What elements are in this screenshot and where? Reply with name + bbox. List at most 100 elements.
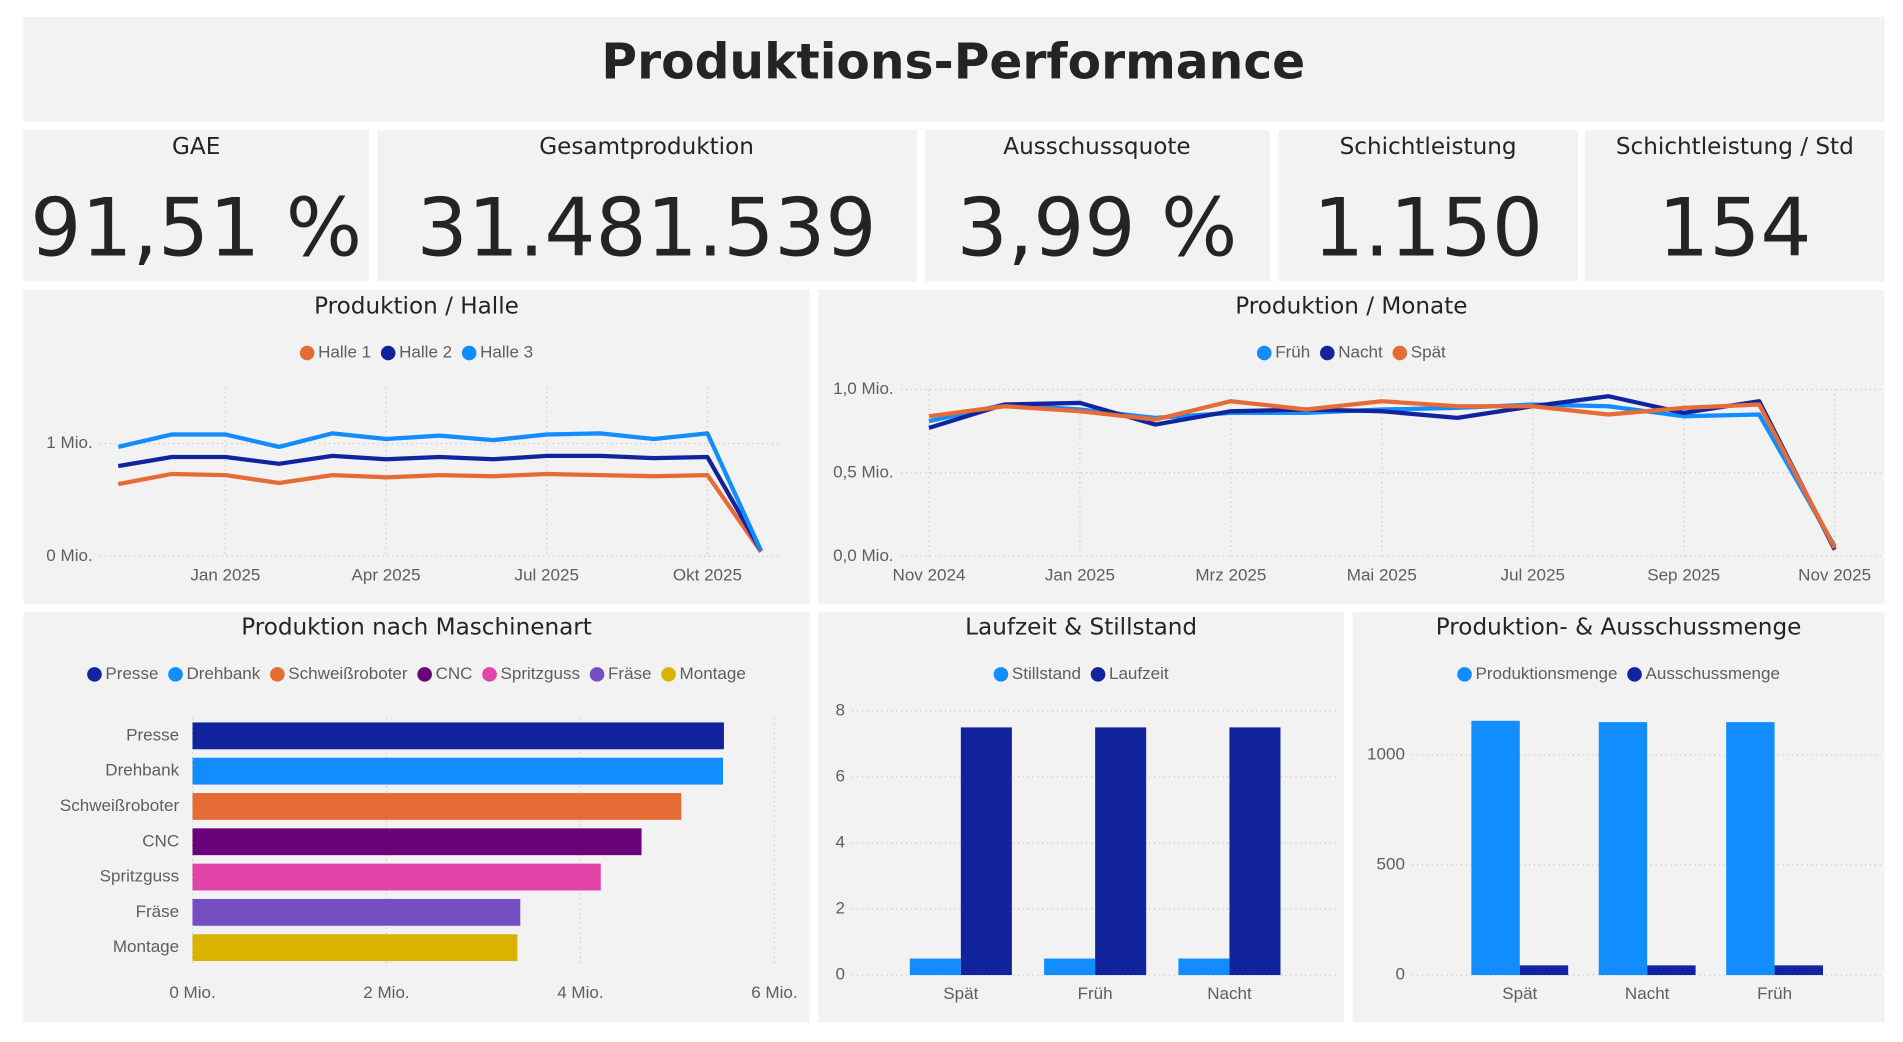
x-tick-label: Jan 2025 <box>1045 565 1115 584</box>
x-tick-label: Jul 2025 <box>515 565 579 584</box>
y-tick-label: 0 <box>1395 965 1404 984</box>
x-tick-label: Mrz 2025 <box>1195 565 1266 584</box>
legend-marker <box>1627 667 1642 682</box>
x-tick-label: Früh <box>1757 984 1792 1003</box>
kpi-label: Schichtleistung <box>1340 134 1517 160</box>
y-tick-label: Schweißroboter <box>60 796 180 815</box>
legend-label: Nacht <box>1338 343 1383 362</box>
chart-title: Produktion / Monate <box>1235 293 1467 319</box>
kpi-label: Gesamtproduktion <box>539 134 754 160</box>
legend: Produktionsmenge Ausschussmenge <box>1457 664 1780 683</box>
line <box>928 399 1837 549</box>
chart-panel: Produktion- & Ausschussmenge 0 500 1000 Spät… <box>1352 612 1885 1023</box>
legend-label: Ausschussmenge <box>1645 664 1779 683</box>
x-tick-label: 2 Mio. <box>363 983 409 1002</box>
legend: Stillstand Laufzeit <box>993 664 1169 683</box>
kpi-card <box>1278 130 1578 282</box>
bar <box>1229 727 1281 976</box>
kpi-value: 154 <box>1658 181 1811 275</box>
chart-title: Produktion- & Ausschussmenge <box>1436 615 1802 641</box>
x-tick-label: Jul 2025 <box>1501 565 1565 584</box>
legend-label: Montage <box>680 664 746 683</box>
page-title: Produktions-Performance <box>601 35 1305 91</box>
legend-marker <box>270 667 285 682</box>
bar <box>1178 958 1230 976</box>
y-tick-label: 6 <box>836 766 845 785</box>
y-tick-label: 0 <box>836 965 845 984</box>
kpi-card <box>925 130 1270 282</box>
legend-marker <box>87 667 102 682</box>
bar <box>192 757 723 785</box>
panel-background <box>818 289 1885 604</box>
bar <box>192 863 601 891</box>
legend-marker <box>299 345 315 361</box>
y-tick-label: CNC <box>142 831 179 850</box>
y-tick-label: 2 <box>836 899 845 918</box>
y-tick-label: 0,5 Mio. <box>833 462 894 481</box>
legend-label: Produktionsmenge <box>1475 664 1617 683</box>
x-tick-label: 4 Mio. <box>557 983 603 1002</box>
line <box>117 431 763 552</box>
kpi-value: 1.150 <box>1313 181 1543 275</box>
y-tick-label: Drehbank <box>105 761 179 780</box>
bar <box>1471 720 1520 976</box>
legend-label: Stillstand <box>1012 664 1081 683</box>
bar <box>1044 958 1096 976</box>
bar <box>192 898 521 926</box>
y-tick-label: 500 <box>1377 854 1405 873</box>
bar <box>192 828 642 856</box>
bar <box>192 793 682 820</box>
kpi-value: 31.481.539 <box>417 181 877 275</box>
legend-label: Presse <box>105 664 158 683</box>
bar <box>1598 722 1648 976</box>
x-tick-label: 6 Mio. <box>751 983 797 1002</box>
x-tick-label: Apr 2025 <box>352 565 421 584</box>
legend-label: Halle 3 <box>480 343 533 362</box>
legend-marker <box>461 345 477 361</box>
kpi-value: 91,51 % <box>30 181 362 275</box>
x-tick-label: Mai 2025 <box>1347 565 1417 584</box>
legend-marker <box>1319 345 1335 361</box>
x-tick-label: 0 Mio. <box>169 983 215 1002</box>
legend: Presse Drehbank Schweißroboter CNC Spritzgus… <box>87 664 746 683</box>
bar <box>192 934 518 962</box>
x-tick-label: Spät <box>1502 984 1537 1003</box>
panel-background <box>23 289 810 604</box>
legend-label: Spritzguss <box>500 664 580 683</box>
line <box>117 453 763 552</box>
legend-label: Halle 2 <box>399 343 452 362</box>
y-tick-label: 0,0 Mio. <box>833 546 894 565</box>
legend-marker <box>589 667 605 682</box>
kpi-row: GAE 91,51 % Gesamtproduktion 31.481.539 … <box>23 130 1885 282</box>
kpi-label: Ausschussquote <box>1003 134 1190 160</box>
y-tick-label: Presse <box>126 725 179 744</box>
x-tick-label: Nov 2024 <box>893 565 966 584</box>
chart-title: Laufzeit & Stillstand <box>965 615 1197 641</box>
chart-panel: Produktion nach Maschinenart 0 Mio. 2 Mio.… <box>23 612 810 1023</box>
legend-label: Laufzeit <box>1109 664 1169 683</box>
x-tick-label: Nacht <box>1625 984 1670 1003</box>
chart-panel: Laufzeit & Stillstand 0 2 4 6 8 Spät Früh Nacht S… <box>818 612 1345 1023</box>
bar <box>1774 965 1824 976</box>
legend-label: Spät <box>1411 343 1446 362</box>
legend-label: Fräse <box>608 664 652 683</box>
legend-label: Halle 1 <box>318 343 371 362</box>
chart-title: Produktion nach Maschinenart <box>241 615 592 641</box>
x-tick-label: Früh <box>1078 984 1113 1003</box>
legend: Früh Nacht Spät <box>1256 343 1446 362</box>
y-tick-label: Fräse <box>136 902 180 921</box>
x-tick-label: Jan 2025 <box>190 565 260 584</box>
bar <box>960 727 1012 976</box>
kpi-label: GAE <box>172 134 220 160</box>
x-tick-label: Okt 2025 <box>673 565 742 584</box>
x-tick-label: Sep 2025 <box>1647 565 1720 584</box>
kpi-card <box>377 130 917 282</box>
legend-marker <box>661 667 676 682</box>
y-tick-label: Montage <box>113 937 179 956</box>
x-tick-label: Spät <box>943 984 978 1003</box>
legend: Halle 1 Halle 2 Halle 3 <box>299 343 533 362</box>
kpi-label: Schichtleistung / Std <box>1616 134 1854 160</box>
legend-label: Drehbank <box>186 664 260 683</box>
bar <box>1095 727 1147 976</box>
